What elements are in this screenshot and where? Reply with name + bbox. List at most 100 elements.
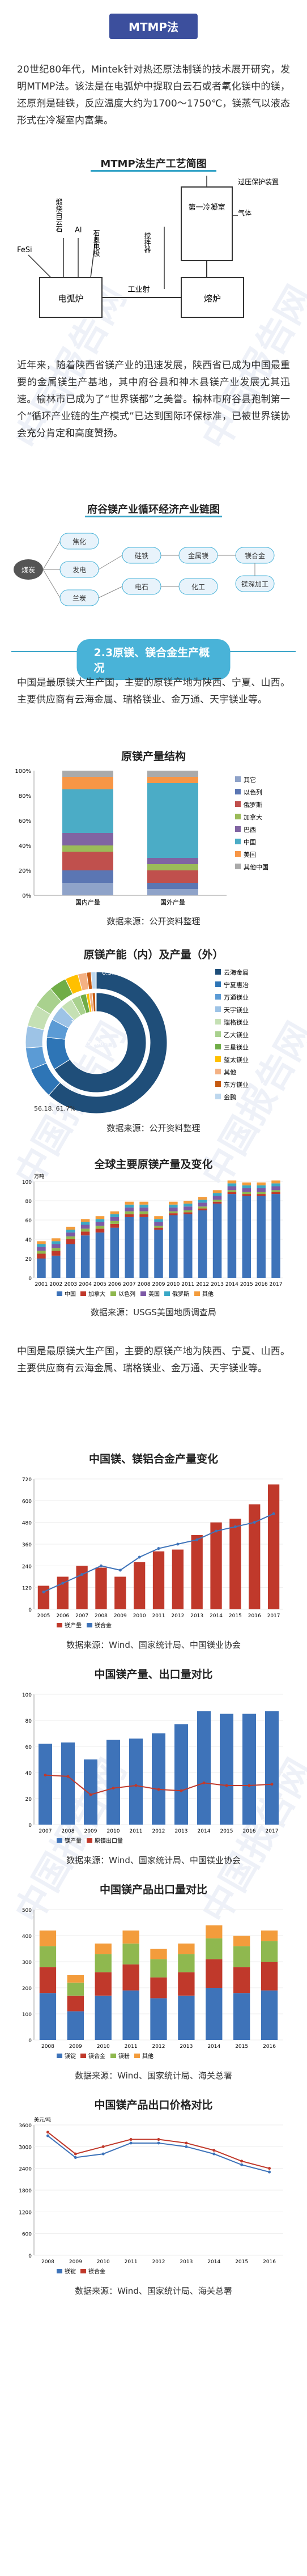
bar xyxy=(206,1988,223,2040)
bar xyxy=(122,1964,139,1991)
bar xyxy=(95,1222,105,1226)
tick-label: 40 xyxy=(25,1238,32,1243)
bar xyxy=(154,1216,163,1219)
bar xyxy=(139,1201,148,1205)
bar xyxy=(257,1188,266,1192)
legend-label: 乙大镁业 xyxy=(224,1031,249,1039)
bar xyxy=(229,1519,241,1609)
al-label: Al xyxy=(75,226,82,235)
legend-swatch xyxy=(235,776,241,782)
line-point xyxy=(180,1789,183,1792)
bar xyxy=(184,1210,193,1213)
tick-label: 1200 xyxy=(19,2210,32,2216)
bar-segment xyxy=(62,833,113,845)
category-label: 2011 xyxy=(152,1613,165,1619)
tick-label: 720 xyxy=(22,1477,32,1483)
legend-swatch xyxy=(215,1031,221,1037)
line-point xyxy=(74,2152,77,2156)
category-label: 2012 xyxy=(152,2044,165,2050)
tick-label: 80% xyxy=(19,793,31,800)
category-label: 2005 xyxy=(37,1613,50,1619)
legend-label: 镁产量 xyxy=(65,1837,82,1844)
bar xyxy=(220,1714,233,1825)
line-point xyxy=(212,2152,216,2156)
bar xyxy=(52,1248,61,1251)
bar xyxy=(110,1221,120,1224)
legend-label: 加拿大 xyxy=(88,1290,105,1298)
bar xyxy=(271,1194,280,1278)
bar xyxy=(198,1200,207,1203)
line-point xyxy=(195,1538,199,1541)
bar xyxy=(178,1954,195,1973)
tick-label: 500 xyxy=(22,1908,32,1914)
category-label: 2003 xyxy=(64,1282,77,1287)
bar xyxy=(80,1231,90,1236)
bar xyxy=(39,1930,57,1946)
bar-segment xyxy=(62,777,113,789)
bar xyxy=(129,1738,143,1825)
legend-swatch xyxy=(134,2054,140,2058)
category-label: 2008 xyxy=(138,1282,151,1287)
outer-slice xyxy=(91,971,96,989)
trap-label: 过压保护装置 xyxy=(238,178,279,186)
chain-edge xyxy=(42,569,61,598)
line-point xyxy=(44,1774,47,1777)
bar xyxy=(249,1504,261,1609)
bar xyxy=(169,1215,178,1278)
legend-swatch xyxy=(215,1081,221,1087)
bar xyxy=(206,1959,223,1988)
category-label: 2006 xyxy=(108,1282,121,1287)
legend-swatch xyxy=(215,994,221,1000)
bar xyxy=(52,1255,61,1278)
bar xyxy=(95,1219,105,1222)
category-label: 2017 xyxy=(267,1613,280,1619)
chart-alloy-source: 数据来源：Wind、国家统计局、中国镁业协会 xyxy=(66,1640,241,1650)
unit-label: 美元/吨 xyxy=(34,2116,51,2123)
bar xyxy=(242,1188,251,1192)
bar xyxy=(267,1484,280,1609)
tick-label: 300 xyxy=(22,1960,32,1966)
legend-label: 以色列 xyxy=(118,1290,135,1298)
section-band: 2.3原镁、镁合金生产概况 xyxy=(0,635,307,680)
line-point xyxy=(215,1529,218,1533)
category-label: 2006 xyxy=(56,1613,69,1619)
category-label: 2012 xyxy=(152,2259,165,2265)
bar xyxy=(125,1207,134,1212)
tick-label: 2400 xyxy=(19,2167,32,2173)
legend-swatch xyxy=(235,864,241,869)
bar xyxy=(197,1711,211,1825)
bar xyxy=(261,1990,278,2040)
tick-label: 3600 xyxy=(19,2123,32,2129)
line-point xyxy=(129,2141,133,2145)
category-label: 2009 xyxy=(114,1613,127,1619)
bar xyxy=(242,1182,251,1185)
chain-node-label: 电石 xyxy=(135,583,148,591)
bar xyxy=(80,1229,90,1232)
stirrer-label: 搅拌器 xyxy=(143,232,151,253)
bar xyxy=(122,1990,139,2040)
legend-swatch xyxy=(57,1623,62,1627)
bar xyxy=(271,1190,280,1192)
legend-label: 其他 xyxy=(224,1069,236,1076)
tick-label: 60 xyxy=(25,1218,32,1224)
title-underline xyxy=(85,516,222,517)
bar-segment xyxy=(147,783,198,858)
legend-label: 三星镁业 xyxy=(224,1043,249,1051)
eaf-label: 电弧炉 xyxy=(58,294,83,304)
bar xyxy=(110,1211,120,1214)
unit-label: 万吨 xyxy=(34,1173,44,1180)
chain-root-label: 煤炭 xyxy=(22,566,35,574)
tick-label: 80 xyxy=(25,1199,32,1205)
legend-label: 宁夏惠冶 xyxy=(224,981,249,989)
line-point xyxy=(248,1784,251,1787)
category-label: 2009 xyxy=(69,2044,82,2050)
bar xyxy=(172,1549,184,1609)
category-label: 2013 xyxy=(190,1613,203,1619)
bar xyxy=(257,1192,266,1195)
category-label: 2011 xyxy=(181,1282,194,1287)
chain-edge xyxy=(42,541,61,570)
bar xyxy=(66,1244,75,1278)
bar xyxy=(139,1214,148,1217)
bar xyxy=(106,1740,120,1825)
bar xyxy=(95,1229,105,1233)
